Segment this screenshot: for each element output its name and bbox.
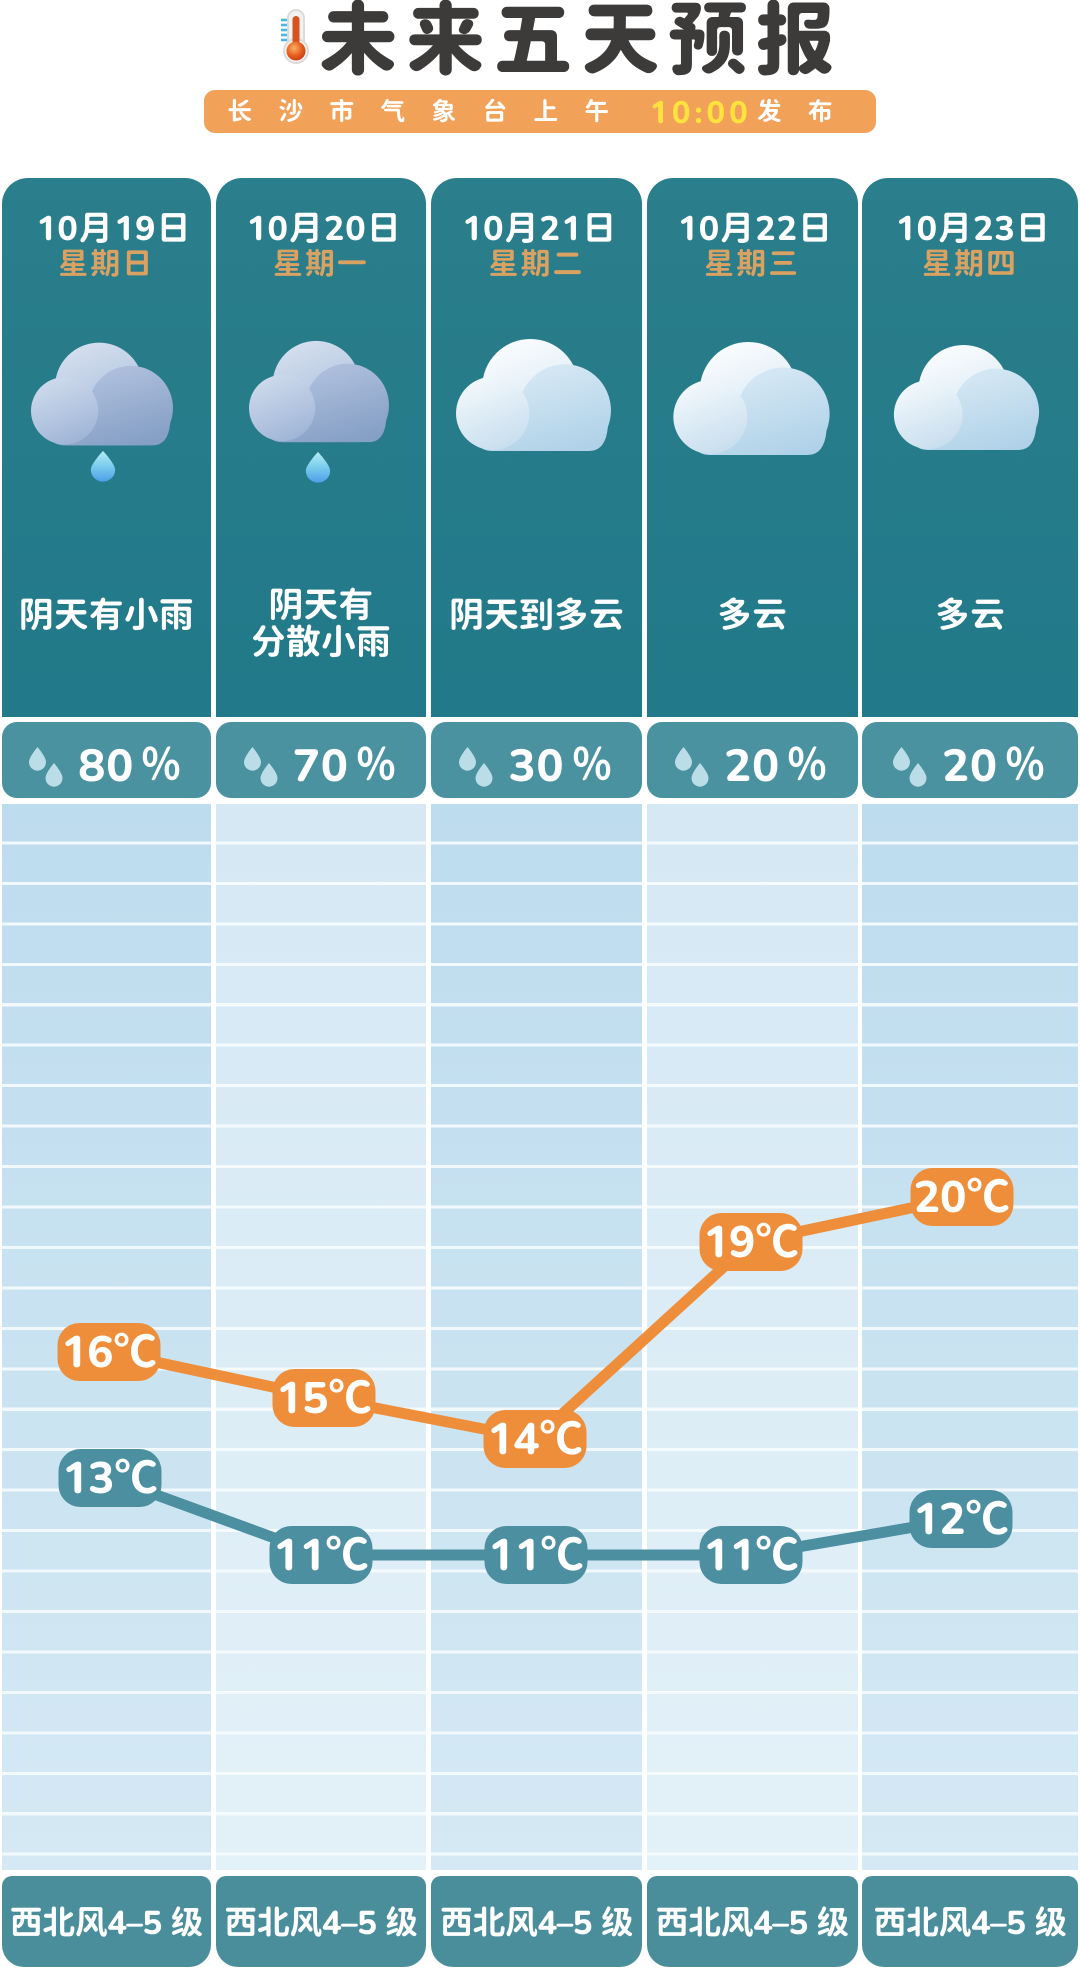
svg-text:12℃: 12℃ — [913, 1492, 1010, 1544]
svg-text:19℃: 19℃ — [703, 1215, 800, 1267]
svg-text:20℃: 20℃ — [914, 1170, 1011, 1222]
svg-text:15℃: 15℃ — [276, 1371, 373, 1423]
svg-text:11℃: 11℃ — [488, 1528, 585, 1580]
svg-text:16℃: 16℃ — [61, 1325, 158, 1377]
svg-text:11℃: 11℃ — [703, 1528, 800, 1580]
svg-text:11℃: 11℃ — [273, 1528, 370, 1580]
svg-text:14℃: 14℃ — [487, 1412, 584, 1464]
svg-text:13℃: 13℃ — [62, 1451, 159, 1503]
